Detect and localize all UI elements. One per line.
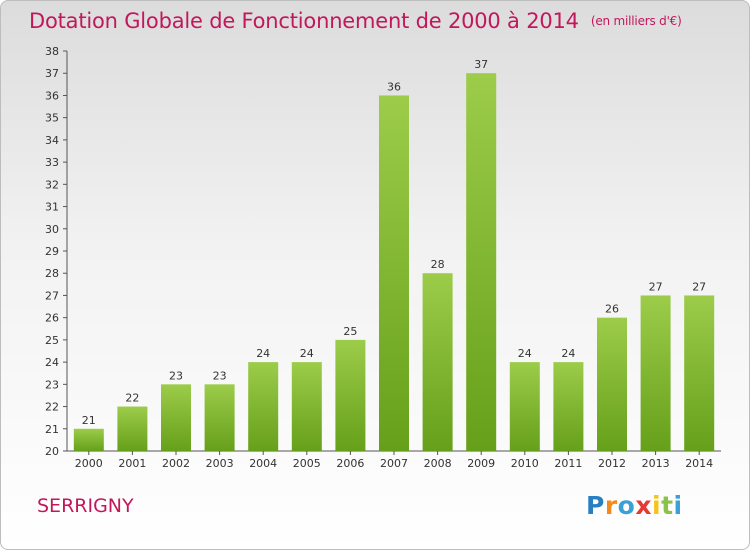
bar-2001 bbox=[117, 406, 148, 451]
bar-2007 bbox=[379, 95, 409, 451]
logo-letter: x bbox=[635, 491, 652, 520]
y-tick-label: 24 bbox=[45, 356, 59, 369]
x-tick-label-2010: 2010 bbox=[511, 457, 539, 470]
y-tick-label: 35 bbox=[45, 112, 59, 125]
x-tick-label-2013: 2013 bbox=[642, 457, 670, 470]
y-tick-label: 27 bbox=[45, 289, 59, 302]
proxiti-logo: Proxiti bbox=[586, 491, 683, 520]
bar-2003 bbox=[204, 384, 235, 451]
x-tick-label-2007: 2007 bbox=[380, 457, 408, 470]
y-tick-label: 21 bbox=[45, 423, 59, 436]
logo-letter: P bbox=[586, 491, 605, 520]
x-tick-label-2002: 2002 bbox=[162, 457, 190, 470]
x-tick-label-2006: 2006 bbox=[336, 457, 364, 470]
chart-title: Dotation Globale de Fonctionnement de 20… bbox=[29, 9, 682, 33]
logo-letter: o bbox=[617, 491, 636, 520]
bar-2013 bbox=[640, 295, 671, 451]
bar-2008 bbox=[422, 273, 453, 451]
logo-letter: r bbox=[604, 491, 618, 520]
bar-2010 bbox=[509, 362, 540, 451]
x-tick-label-2003: 2003 bbox=[206, 457, 234, 470]
data-label-2000: 21 bbox=[82, 414, 96, 427]
logo-letter: i bbox=[673, 491, 683, 520]
data-label-2002: 23 bbox=[169, 369, 183, 382]
y-tick-label: 26 bbox=[45, 312, 59, 325]
data-label-2009: 37 bbox=[474, 58, 488, 71]
data-label-2010: 24 bbox=[518, 347, 532, 360]
bar-2000 bbox=[73, 428, 104, 451]
y-tick-label: 23 bbox=[45, 378, 59, 391]
x-tick-label-2000: 2000 bbox=[75, 457, 103, 470]
y-tick-label: 22 bbox=[45, 401, 59, 414]
bar-2006 bbox=[335, 339, 366, 451]
x-tick-label-2014: 2014 bbox=[685, 457, 713, 470]
y-tick-label: 38 bbox=[45, 45, 59, 58]
data-label-2006: 25 bbox=[343, 325, 357, 338]
logo-letter: t bbox=[661, 491, 674, 520]
data-label-2003: 23 bbox=[213, 369, 227, 382]
data-label-2001: 22 bbox=[125, 392, 139, 405]
bar-2014 bbox=[684, 295, 715, 451]
data-label-2007: 36 bbox=[387, 80, 401, 93]
x-tick-label-2012: 2012 bbox=[598, 457, 626, 470]
y-tick-label: 33 bbox=[45, 156, 59, 169]
x-tick-label-2004: 2004 bbox=[249, 457, 277, 470]
bar-2011 bbox=[553, 362, 584, 451]
y-tick-label: 29 bbox=[45, 245, 59, 258]
bar-2012 bbox=[597, 317, 627, 451]
data-label-2004: 24 bbox=[256, 347, 270, 360]
data-label-2012: 26 bbox=[605, 303, 619, 316]
x-tick-label-2008: 2008 bbox=[424, 457, 452, 470]
data-label-2008: 28 bbox=[431, 258, 445, 271]
x-tick-label-2009: 2009 bbox=[467, 457, 495, 470]
bar-2004 bbox=[248, 362, 279, 451]
y-tick-label: 37 bbox=[45, 67, 59, 80]
commune-name: SERRIGNY bbox=[37, 495, 134, 517]
y-tick-label: 32 bbox=[45, 178, 59, 191]
y-tick-label: 20 bbox=[45, 445, 59, 458]
x-tick-label-2001: 2001 bbox=[118, 457, 146, 470]
data-label-2014: 27 bbox=[692, 280, 706, 293]
x-tick-label-2011: 2011 bbox=[554, 457, 582, 470]
x-tick-label-2005: 2005 bbox=[293, 457, 321, 470]
chart-subtitle: (en milliers d'€) bbox=[590, 14, 682, 28]
y-tick-label: 31 bbox=[45, 201, 59, 214]
logo-letter: i bbox=[652, 491, 662, 520]
data-label-2005: 24 bbox=[300, 347, 314, 360]
y-tick-label: 28 bbox=[45, 267, 59, 280]
bar-2002 bbox=[161, 384, 191, 451]
y-tick-label: 30 bbox=[45, 223, 59, 236]
bar-2005 bbox=[291, 362, 322, 451]
bar-2009 bbox=[466, 73, 497, 451]
data-label-2013: 27 bbox=[649, 280, 663, 293]
data-label-2011: 24 bbox=[561, 347, 575, 360]
y-tick-label: 34 bbox=[45, 134, 59, 147]
y-tick-label: 25 bbox=[45, 334, 59, 347]
y-tick-label: 36 bbox=[45, 89, 59, 102]
